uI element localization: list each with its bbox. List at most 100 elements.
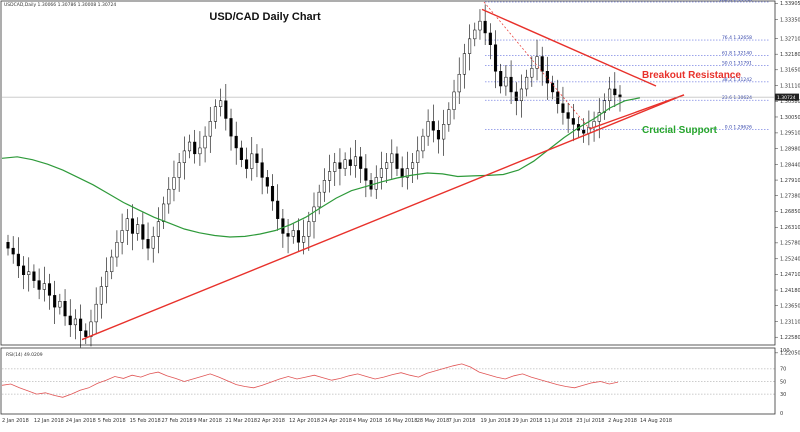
date-tick-label: 5 Feb 2018 [98,418,126,424]
candle-body [245,159,249,169]
trendlines [81,1,685,341]
price-tick-label: 1.25240 [780,257,800,263]
price-tick-label: 1.31650 [780,68,800,74]
candle-body [177,162,181,178]
candle-body [405,168,409,178]
candle-body [167,188,171,205]
price-tick-label: 1.29510 [780,131,800,137]
candle-body [478,20,482,31]
candle-body [229,118,233,137]
date-tick-label: 28 May 2018 [417,418,450,424]
rsi-indicator: 100 70 50 30 0 [1,348,790,417]
candle-body [431,121,435,131]
candle-body [447,109,451,125]
candle-body [27,271,31,275]
candle-body [198,147,202,155]
candle-body [530,68,534,78]
rsi-tick-label: 50 [780,379,786,385]
rsi-title: RSI(14) 49.0209 [6,352,43,358]
candle-body [312,206,316,222]
price-tick-label: 1.33350 [780,17,800,23]
candle-body [410,162,415,169]
candle-body [436,130,441,140]
candle-body [89,321,93,337]
price-tick-label: 1.25780 [780,241,800,247]
candle-body [353,156,358,166]
fib-level-label: 23.6 1.30624 [722,95,752,101]
candle-body [390,153,394,163]
candle-body [94,303,98,323]
candle-body [281,218,285,234]
triangle-lower-trendline [589,94,685,130]
candle-body [364,168,368,181]
rsi-panel-frame [0,347,776,415]
candle-body [156,221,160,237]
candle-body [130,218,135,234]
candle-body [462,53,466,75]
resistance-trendline [481,8,657,87]
candle-body [359,156,363,169]
candle-body [322,180,326,193]
candle-body [11,247,15,255]
rsi-tick-label: 70 [780,367,786,373]
candle-body [400,168,404,178]
candle-body [468,38,472,54]
candle-body [613,88,617,96]
candle-body [421,135,425,152]
candle-body [187,141,192,152]
date-tick-label: 19 Jun 2018 [481,418,511,424]
price-tick-label: 1.23650 [780,303,800,309]
candle-body [193,141,197,155]
date-tick-label: 12 Jan 2018 [34,418,64,424]
candle-body [385,162,389,169]
date-tick-label: 14 Aug 2018 [640,418,672,424]
candle-body [379,168,383,178]
candle-body [136,224,140,234]
price-axis: 1.33905 1.33350 1.32710 1.32180 1.31650 1.311… [775,1,800,357]
fib-level-label: 61.8 1.32140 [722,50,752,56]
candle-body [416,150,420,163]
price-tick-label: 1.28440 [780,162,800,168]
date-tick-label: 2 Apr 2018 [257,418,285,424]
date-tick-label: 4 May 2018 [353,418,382,424]
candle-body [104,271,109,287]
date-tick-label: 23 Jul 2018 [576,418,604,424]
date-tick-label: 16 May 2018 [385,418,418,424]
candle-body [42,283,46,290]
date-tick-label: 2 Jan 2018 [2,418,29,424]
candle-body [328,171,332,181]
candle-body [141,224,145,240]
candle-body [286,233,290,237]
rsi-tick-label: 100 [780,348,790,354]
candle-body [265,177,269,187]
candle-body [602,100,606,113]
date-tick-label: 24 Jan 2018 [66,418,96,424]
crucial-support-label: Crucial Support [642,125,718,136]
support-trendline [81,94,685,341]
candle-body [32,271,36,281]
candle-body [73,318,77,326]
symbol-info: USDCAD,Daily 1.30066 1.30786 1.30008 1.3… [4,2,116,8]
candle-body [333,162,337,172]
candle-body [270,186,275,202]
candle-body [16,253,20,267]
candle-body [213,106,218,122]
candle-body [53,295,57,308]
candle-body [488,32,492,46]
price-tick-label: 1.30580 [780,99,800,105]
current-price-label: 1.30724 [777,95,796,101]
fib-level-label: 100.0 1.33950 [719,0,752,3]
price-tick-label: 1.23110 [780,319,800,325]
candle-body [556,91,560,104]
date-axis: 2 Jan 2018 12 Jan 2018 24 Jan 2018 5 Feb 20… [2,418,672,424]
candle-body [276,200,280,219]
date-tick-label: 21 Mar 2018 [225,418,257,424]
candle-body [608,88,612,102]
candle-body [208,121,212,137]
candle-body [250,153,254,169]
price-tick-label: 1.27910 [780,178,800,184]
candle-body [224,100,228,119]
candle-body [525,76,529,90]
